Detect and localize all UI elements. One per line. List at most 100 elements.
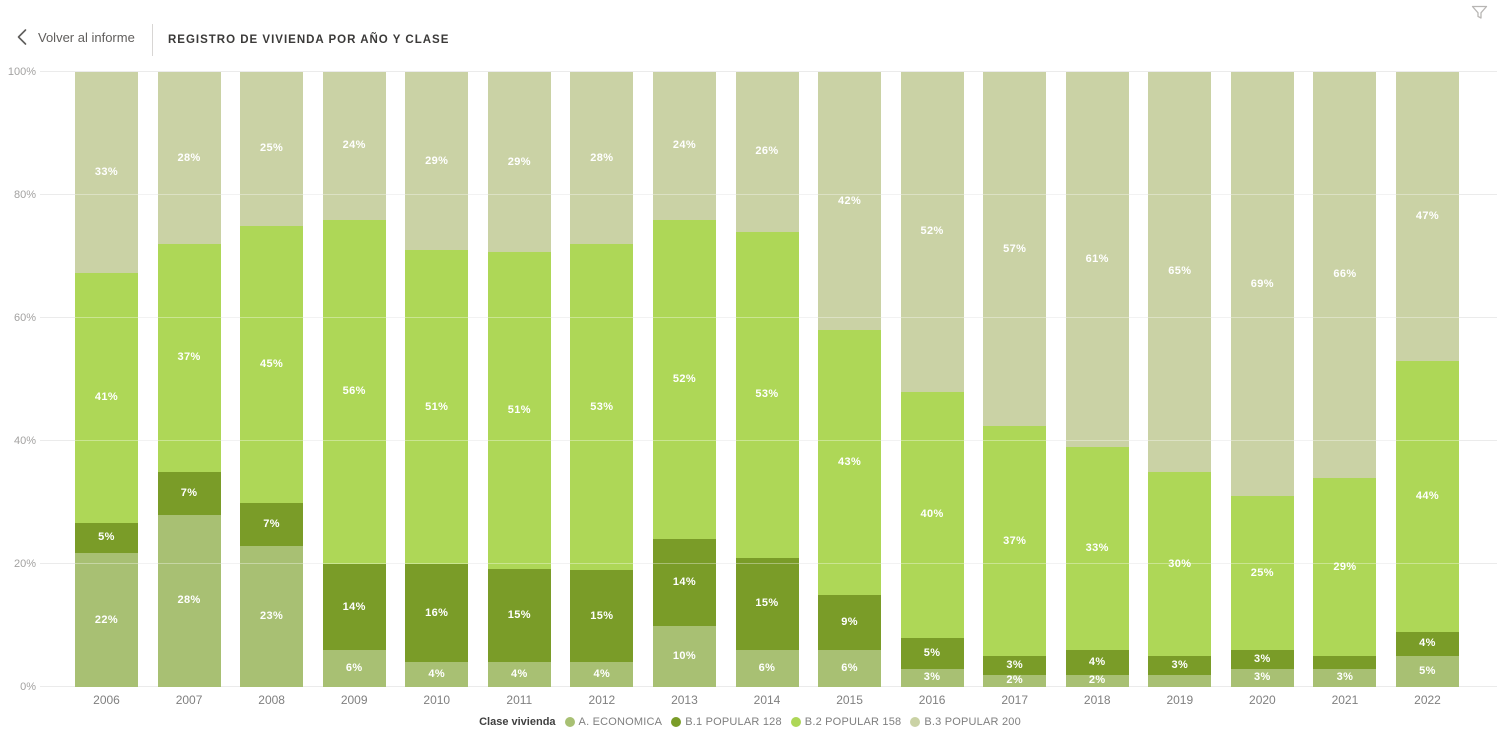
bar-segment[interactable] xyxy=(1148,674,1212,687)
bar-segment[interactable]: 45% xyxy=(240,225,304,503)
bar-segment[interactable]: 47% xyxy=(1396,72,1459,362)
bar-segment[interactable]: 6% xyxy=(818,650,882,687)
bar-segment[interactable]: 37% xyxy=(157,244,221,472)
bar-segment[interactable]: 61% xyxy=(1065,72,1129,448)
legend-item[interactable]: A. ECONOMICA xyxy=(564,716,663,728)
back-button[interactable]: Volver al informe xyxy=(16,28,135,46)
bar-segment[interactable]: 28% xyxy=(570,72,634,245)
bar-stack: 3% 30% 65% xyxy=(1148,72,1212,687)
bar-segment[interactable]: 4% xyxy=(1065,650,1129,675)
bar-segment[interactable]: 37% xyxy=(983,426,1047,656)
bar-segment[interactable]: 24% xyxy=(652,72,716,220)
bar-segment[interactable]: 4% xyxy=(405,662,469,687)
data-label: 2% xyxy=(1006,674,1024,687)
bar-segment[interactable]: 5% xyxy=(1396,656,1459,687)
bar-segment[interactable]: 65% xyxy=(1148,72,1212,472)
bar-stack: 4% 15% 53% 28% xyxy=(570,72,634,687)
data-label: 30% xyxy=(1168,557,1192,570)
data-label: 26% xyxy=(755,145,779,158)
bar-segment[interactable]: 28% xyxy=(157,72,221,245)
x-axis-label: 2017 xyxy=(1001,693,1029,707)
x-axis-label: 2008 xyxy=(258,693,285,707)
bar-segment[interactable]: 14% xyxy=(652,539,716,626)
bar-segment[interactable]: 2% xyxy=(983,674,1047,687)
data-label: 53% xyxy=(755,388,779,401)
bar-segment[interactable]: 3% xyxy=(1148,656,1212,675)
bar-segment[interactable]: 4% xyxy=(570,662,634,687)
x-axis-label: 2014 xyxy=(753,693,781,707)
data-label: 15% xyxy=(507,609,531,622)
bar-segment[interactable]: 15% xyxy=(487,568,551,663)
bar-segment[interactable]: 14% xyxy=(322,564,386,651)
legend-dot-icon xyxy=(790,717,801,727)
bar-segment[interactable]: 42% xyxy=(818,72,882,331)
legend-label: B.1 POPULAR 128 xyxy=(685,716,782,728)
bar-segment[interactable]: 25% xyxy=(240,72,304,226)
bar-segment[interactable]: 30% xyxy=(1148,471,1212,657)
bar-segment[interactable]: 28% xyxy=(157,514,221,687)
data-label: 16% xyxy=(425,606,449,619)
data-label: 3% xyxy=(1006,658,1024,671)
bar-segment[interactable]: 29% xyxy=(405,72,469,251)
bar-segment[interactable]: 44% xyxy=(1396,361,1459,632)
bar-segment[interactable]: 52% xyxy=(900,72,964,392)
bar-segment[interactable]: 53% xyxy=(735,231,799,558)
bar-segment[interactable]: 15% xyxy=(735,557,799,651)
bar-segment[interactable]: 22% xyxy=(75,553,138,687)
bar-segment[interactable]: 5% xyxy=(900,637,964,669)
gridline xyxy=(40,71,1497,72)
data-label: 6% xyxy=(345,662,363,675)
legend-item[interactable]: B.3 POPULAR 200 xyxy=(910,716,1021,728)
bar-segment[interactable]: 69% xyxy=(1230,72,1294,497)
bar-segment[interactable]: 66% xyxy=(1313,72,1377,478)
bar-segment[interactable]: 6% xyxy=(322,650,386,687)
bar-segment[interactable]: 3% xyxy=(900,668,964,687)
data-label: 51% xyxy=(507,404,531,417)
bar-segment[interactable]: 51% xyxy=(405,250,469,565)
bar-segment[interactable] xyxy=(1313,656,1377,669)
bar-segment[interactable]: 41% xyxy=(75,272,138,523)
bar-segment[interactable]: 57% xyxy=(983,72,1047,427)
legend-item[interactable]: B.1 POPULAR 128 xyxy=(671,716,782,728)
bar-segment[interactable]: 29% xyxy=(1313,477,1377,657)
bar-segment[interactable]: 33% xyxy=(75,72,138,273)
x-axis-label: 2021 xyxy=(1331,693,1359,707)
bar-segment[interactable]: 7% xyxy=(240,502,304,546)
bar-segment[interactable]: 3% xyxy=(1313,668,1377,687)
bar-segment[interactable]: 16% xyxy=(405,564,469,663)
bar-segment[interactable]: 23% xyxy=(240,545,304,687)
bar-segment[interactable]: 2% xyxy=(1065,674,1129,687)
bar-segment[interactable]: 3% xyxy=(1230,650,1294,669)
bar-segment[interactable]: 51% xyxy=(487,252,551,569)
data-label: 44% xyxy=(1415,489,1440,502)
bar-segment[interactable]: 43% xyxy=(818,330,882,595)
bar-stack: 10% 14% 52% 24% xyxy=(652,72,716,687)
x-axis-label: 2022 xyxy=(1414,693,1441,707)
bar-segment[interactable]: 15% xyxy=(570,570,634,663)
bar-segment[interactable]: 3% xyxy=(983,655,1047,675)
bar-stack: 3% 5% 40% 52% xyxy=(900,72,964,687)
bar-segment[interactable]: 52% xyxy=(652,219,716,540)
bar-segment[interactable]: 4% xyxy=(487,662,551,687)
data-label: 9% xyxy=(841,615,858,628)
bar-segment[interactable]: 25% xyxy=(1230,496,1294,651)
bar-segment[interactable]: 33% xyxy=(1065,447,1129,651)
bar-segment[interactable]: 7% xyxy=(157,471,221,515)
bar-segment[interactable]: 40% xyxy=(900,391,964,638)
filter-button[interactable] xyxy=(1468,4,1490,26)
bar-segment[interactable]: 9% xyxy=(818,594,882,651)
data-label: 28% xyxy=(177,151,201,164)
bar-segment[interactable]: 5% xyxy=(75,522,138,554)
bar-segment[interactable]: 56% xyxy=(322,219,386,565)
bar-segment[interactable]: 10% xyxy=(652,625,716,687)
bar-segment[interactable]: 4% xyxy=(1396,631,1459,657)
bar-segment[interactable]: 53% xyxy=(570,244,634,571)
bar-segment[interactable]: 6% xyxy=(735,650,799,687)
y-axis-label: 40% xyxy=(13,435,36,447)
bar-segment[interactable]: 3% xyxy=(1230,668,1294,687)
bar-segment[interactable]: 29% xyxy=(487,72,551,253)
bar-segment[interactable]: 26% xyxy=(735,72,799,232)
bar-segment[interactable]: 24% xyxy=(322,72,386,220)
legend-item[interactable]: B.2 POPULAR 158 xyxy=(790,716,902,728)
data-label: 25% xyxy=(260,142,284,155)
